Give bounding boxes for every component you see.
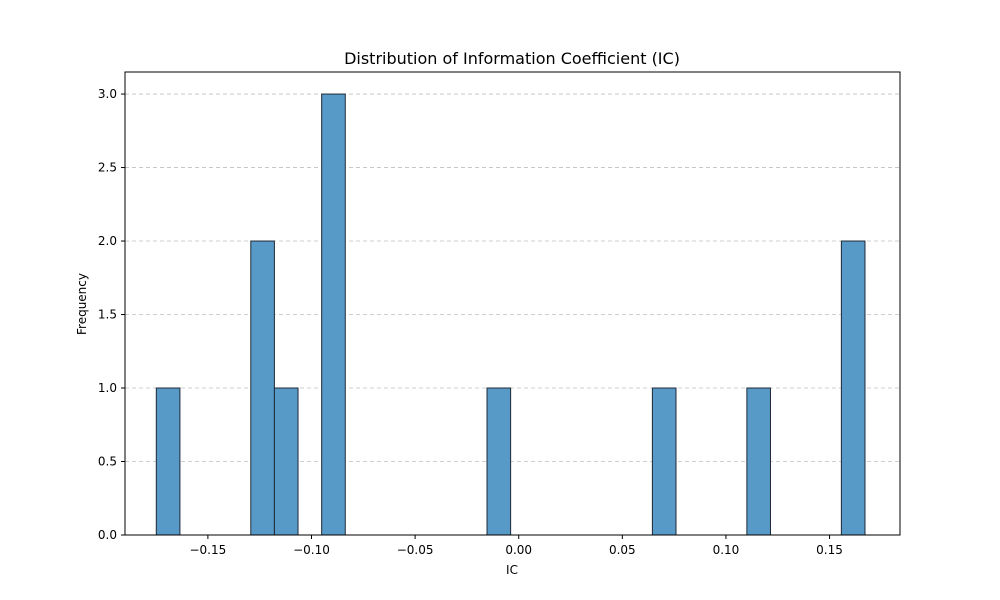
bars [155,93,866,536]
y-axis-ticks: 0.0 0.5 1.0 1.5 2.0 2.5 3.0 [98,87,125,542]
histogram-bar [321,93,346,536]
histogram-bar [746,387,771,536]
y-axis-label: Frequency [75,273,89,335]
gridlines [125,93,900,536]
histogram-bar [840,240,866,536]
x-tick-label: −0.05 [397,543,434,557]
x-tick-label: 0.05 [609,543,636,557]
x-axis-label: IC [506,563,518,577]
y-tick-label: 3.0 [98,87,117,101]
y-tick-label: 1.0 [98,381,117,395]
x-tick-label: 0.15 [816,543,843,557]
x-tick-label: 0.00 [505,543,532,557]
x-tick-label: −0.15 [189,543,226,557]
histogram-bar [273,387,299,536]
y-tick-label: 2.5 [98,161,117,175]
y-tick-label: 1.5 [98,308,117,322]
x-axis-ticks: −0.15 −0.10 −0.05 0.00 0.05 0.10 0.15 [189,535,843,557]
y-tick-label: 2.0 [98,234,117,248]
chart-title: Distribution of Information Coefficient … [344,49,680,68]
x-tick-label: 0.10 [713,543,740,557]
histogram-bar [651,387,677,536]
histogram-bar [486,387,512,536]
histogram-bar [250,240,275,536]
x-tick-label: −0.10 [293,543,330,557]
y-tick-label: 0.5 [98,455,117,469]
histogram-bar [155,387,181,536]
y-tick-label: 0.0 [98,528,117,542]
plot-frame [124,71,901,536]
